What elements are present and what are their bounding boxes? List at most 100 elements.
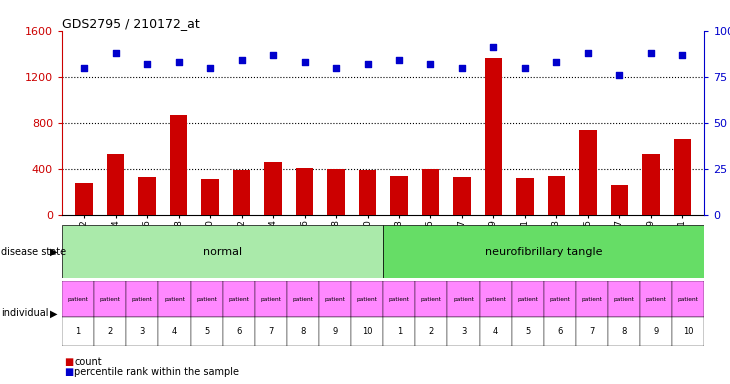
Bar	[480, 281, 512, 316]
Bar	[126, 316, 158, 346]
Text: 9: 9	[332, 327, 338, 336]
Text: 7: 7	[268, 327, 274, 336]
Point	[425, 61, 437, 67]
Text: patient: patient	[389, 297, 410, 302]
Bar	[327, 169, 345, 215]
Bar	[447, 316, 480, 346]
Bar	[359, 170, 376, 215]
Bar	[512, 316, 544, 346]
Point	[582, 50, 593, 56]
Bar	[383, 225, 704, 278]
Text: 3: 3	[139, 327, 145, 336]
Bar	[62, 225, 383, 278]
Bar	[672, 316, 704, 346]
Text: patient: patient	[518, 297, 538, 302]
Point	[677, 51, 688, 58]
Text: patient: patient	[678, 297, 699, 302]
Bar	[516, 178, 534, 215]
Point	[393, 57, 405, 63]
Text: patient: patient	[228, 297, 249, 302]
Text: patient: patient	[68, 297, 88, 302]
Text: disease state: disease state	[1, 247, 66, 257]
Bar	[139, 177, 155, 215]
Text: patient: patient	[164, 297, 185, 302]
Text: 2: 2	[107, 327, 113, 336]
Bar	[512, 281, 544, 316]
Text: 5: 5	[525, 327, 531, 336]
Bar	[480, 316, 512, 346]
Bar	[319, 316, 351, 346]
Bar	[611, 185, 628, 215]
Bar	[447, 281, 480, 316]
Bar	[485, 58, 502, 215]
Point	[110, 50, 121, 56]
Bar	[608, 281, 640, 316]
Point	[488, 44, 499, 50]
Text: 1: 1	[396, 327, 402, 336]
Bar	[640, 316, 672, 346]
Text: ■: ■	[64, 357, 74, 367]
Text: patient: patient	[357, 297, 377, 302]
Bar	[107, 154, 124, 215]
Bar	[453, 177, 471, 215]
Bar	[191, 316, 223, 346]
Point	[519, 65, 531, 71]
Bar	[642, 154, 660, 215]
Bar	[287, 316, 319, 346]
Text: neurofibrillary tangle: neurofibrillary tangle	[485, 247, 602, 257]
Text: patient: patient	[582, 297, 602, 302]
Bar	[383, 316, 415, 346]
Text: GDS2795 / 210172_at: GDS2795 / 210172_at	[62, 17, 200, 30]
Text: patient: patient	[453, 297, 474, 302]
Text: 8: 8	[300, 327, 306, 336]
Text: count: count	[74, 357, 102, 367]
Text: patient: patient	[132, 297, 153, 302]
Bar	[255, 316, 287, 346]
Text: individual: individual	[1, 308, 49, 318]
Bar	[576, 316, 608, 346]
Bar	[544, 281, 576, 316]
Bar	[62, 281, 94, 316]
Point	[204, 65, 216, 71]
Text: 9: 9	[653, 327, 659, 336]
Bar	[94, 281, 126, 316]
Point	[330, 65, 342, 71]
Text: patient: patient	[293, 297, 313, 302]
Text: patient: patient	[196, 297, 217, 302]
Text: 8: 8	[621, 327, 627, 336]
Point	[614, 72, 626, 78]
Bar	[75, 183, 93, 215]
Text: 4: 4	[172, 327, 177, 336]
Text: patient: patient	[100, 297, 120, 302]
Point	[299, 59, 310, 65]
Text: ■: ■	[64, 367, 74, 377]
Bar	[608, 316, 640, 346]
Bar	[233, 170, 250, 215]
Text: ▶: ▶	[50, 308, 57, 318]
Point	[456, 65, 468, 71]
Bar	[319, 281, 351, 316]
Bar	[351, 281, 383, 316]
Text: 5: 5	[204, 327, 210, 336]
Bar	[548, 176, 565, 215]
Bar	[223, 316, 255, 346]
Text: patient: patient	[485, 297, 506, 302]
Bar	[415, 316, 447, 346]
Bar	[640, 281, 672, 316]
Bar	[287, 281, 319, 316]
Bar	[94, 316, 126, 346]
Text: 10: 10	[683, 327, 694, 336]
Point	[141, 61, 153, 67]
Bar	[170, 115, 187, 215]
Bar	[255, 281, 287, 316]
Point	[173, 59, 185, 65]
Point	[236, 57, 247, 63]
Text: percentile rank within the sample: percentile rank within the sample	[74, 367, 239, 377]
Text: 6: 6	[557, 327, 563, 336]
Text: 4: 4	[493, 327, 499, 336]
Text: 3: 3	[461, 327, 466, 336]
Text: patient: patient	[325, 297, 345, 302]
Text: ▶: ▶	[50, 247, 57, 257]
Bar	[264, 162, 282, 215]
Bar	[422, 169, 439, 215]
